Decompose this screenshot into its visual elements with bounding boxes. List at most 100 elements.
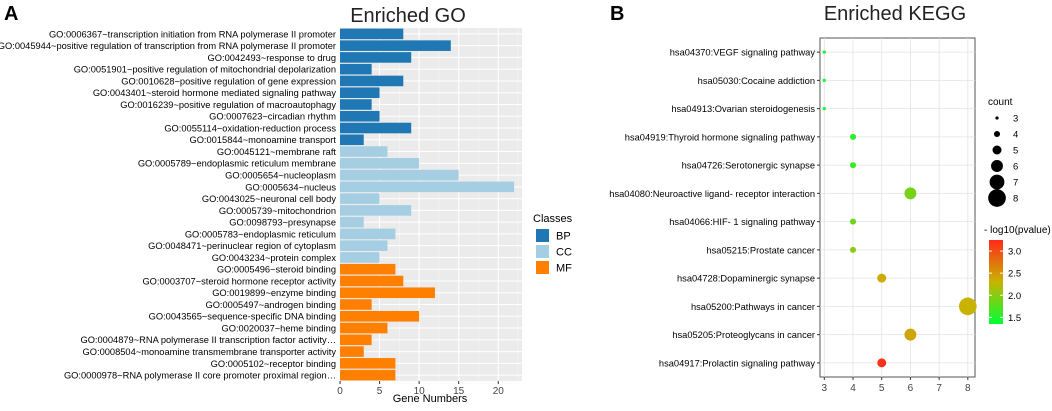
go-legend-swatch [536,229,549,242]
go-category-label: GO:0005783~endoplasmic reticulum [185,229,336,239]
go-category-label: GO:0005497~androgen binding [205,300,336,310]
go-bar [340,146,388,157]
go-category-label: GO:0005654~nucleoplasm [225,170,336,180]
go-bar [340,287,435,299]
kegg-dot [904,187,917,200]
kegg-size-legend-dot [992,145,1002,155]
go-bar [340,28,404,40]
go-category-label: GO:0003707~steroid hormone receptor acti… [142,276,336,286]
go-category-label: GO:0000978~RNA polymerase II core promot… [64,371,336,381]
go-legend-title: Classes [533,213,573,225]
kegg-dot [904,328,917,341]
go-category-label: GO:0051901~positive regulation of mitoch… [74,65,336,75]
go-x-tick-label: 0 [337,386,343,397]
go-x-tick-label: 15 [453,386,465,397]
go-bar [340,299,372,310]
go-bar [340,369,396,381]
go-category-label: GO:0055114~oxidation-reduction process [164,123,336,133]
go-category-label: GO:0006367~transcription initiation from… [49,29,336,39]
go-grid [339,28,522,381]
kegg-dot [822,78,826,82]
kegg-dot [849,133,857,140]
kegg-x-tick-label: 7 [936,383,942,394]
kegg-category-label: hsa05030:Cocaine addiction [698,76,815,86]
kegg-color-tick-label: 1.5 [1008,313,1021,324]
go-bar [340,240,388,251]
go-category-label: GO:0004879~RNA polymerase II transcripti… [80,335,336,345]
go-category-label: GO:0015844~monoamine transport [189,135,336,145]
kegg-category-label: hsa04728:Dopaminergic synapse [677,274,815,284]
go-category-label: GO:0043401~steroid hormone mediated sign… [93,88,337,98]
kegg-color-tick-label: 2.5 [1008,269,1021,280]
kegg-dot [822,107,826,111]
go-category-label: GO:0019899~enzyme binding [212,288,336,298]
kegg-size-legend-label: 6 [1013,162,1018,173]
go-bar [340,358,396,369]
go-bar [340,75,404,87]
kegg-size-legend-dot [989,174,1005,190]
go-legend: Classes BP CC MF [533,213,573,275]
kegg-x-axis: 3 4 5 6 7 8 [822,377,971,394]
kegg-category-label: hsa04917:Prolactin signaling pathway [659,358,815,368]
kegg-category-labels: hsa04370:VEGF signaling pathway hsa05030:… [609,48,820,368]
kegg-size-legend-dot [995,116,999,120]
go-category-label: GO:0005634~nucleus [245,182,336,192]
kegg-category-label: hsa04370:VEGF signaling pathway [670,48,816,58]
go-bar [340,252,380,263]
kegg-size-legend-dot [988,189,1006,207]
go-bar [340,99,372,110]
kegg-size-legend-label: 7 [1013,178,1018,189]
kegg-color-tick-label: 3.0 [1008,247,1021,258]
go-category-label: GO:0005496~steroid binding [217,265,336,275]
kegg-category-label: hsa05200:Pathways in cancer [691,302,815,312]
kegg-dot [849,246,857,253]
kegg-dot [877,273,887,283]
kegg-plot [819,37,977,378]
go-x-tick-label: 20 [493,386,505,397]
kegg-size-legend-dot [991,160,1003,172]
kegg-x-tick-label: 5 [879,383,885,394]
go-category-label: GO:0020037~heme binding [222,323,337,333]
go-bar [340,263,396,275]
go-category-label: GO:0005739~mitochondrion [219,206,336,216]
go-legend-label: MF [556,263,572,275]
go-bar [340,40,451,51]
kegg-x-tick-label: 6 [908,383,914,394]
go-x-tick-label: 10 [414,386,426,397]
go-bar [340,158,420,169]
go-legend-swatch [536,261,549,274]
go-bar [340,310,420,322]
go-bar [340,181,515,193]
go-bar [340,52,412,63]
go-bar [340,216,364,228]
kegg-color-legend: - log10(pvalue) 1.5 2.0 2.5 3.0 [984,225,1051,324]
kegg-dot [849,162,857,169]
go-legend-swatch [536,245,549,258]
go-category-label: GO:0043565~sequence-specific DNA binding [149,312,336,322]
go-bar [340,87,380,99]
kegg-category-label: hsa04726:Serotonergic synapse [682,161,815,171]
go-plot-background [340,28,522,381]
kegg-size-legend-label: 4 [1013,130,1018,141]
go-bar [340,346,364,357]
go-category-label: GO:0010628~positive regulation of gene e… [121,76,336,86]
kegg-x-tick-label: 4 [850,383,856,394]
kegg-category-label: hsa04066:HIF- 1 signaling pathway [669,217,815,227]
kegg-dot-chart: Enriched KEGG hsa04370:VEGF signaling pa… [609,3,1050,394]
kegg-chart-title: Enriched KEGG [824,3,966,25]
go-bars [340,28,515,381]
kegg-size-legend-label: 3 [1013,114,1018,125]
go-category-label: GO:0045121~membrane raft [217,147,337,157]
kegg-size-legend-title: count [988,97,1013,108]
go-category-label: GO:0098793~presynapse [229,218,336,228]
go-category-label: GO:0007623~circadian rhythm [209,112,336,122]
go-bar [340,122,412,134]
panel-a-label: A [4,3,18,25]
go-chart-title: Enriched GO [350,5,466,27]
go-category-label: GO:0042493~response to drug [208,53,336,63]
go-category-label: GO:0045944~positive regulation of transc… [0,41,336,51]
kegg-x-tick-label: 8 [965,383,971,394]
go-category-label: GO:0016239~positive regulation of macroa… [120,100,336,110]
